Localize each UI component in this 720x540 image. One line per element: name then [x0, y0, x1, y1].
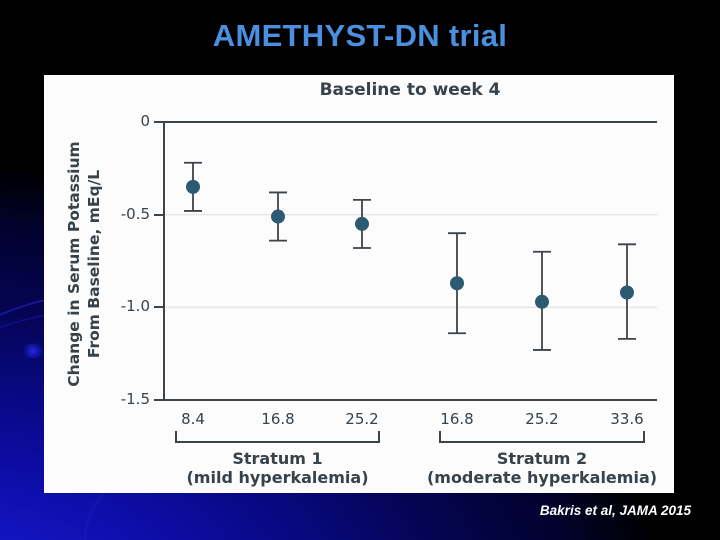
x-tick-label: 33.6 [610, 410, 644, 428]
slide-title: AMETHYST-DN trial [212, 18, 508, 53]
data-point [535, 294, 549, 309]
y-tick-mark [154, 399, 163, 401]
stratum-sublabel: (mild hyperkalemia) [186, 468, 369, 487]
stratum-bracket [175, 431, 380, 443]
y-tick-mark [154, 213, 163, 216]
x-tick-label: 16.8 [440, 410, 474, 428]
y-tick-label: 0 [140, 112, 150, 130]
plot-area [163, 121, 657, 401]
x-tick-label: 16.8 [261, 410, 295, 428]
stratum-sublabel: (moderate hyperkalemia) [426, 468, 658, 487]
data-point [271, 209, 285, 224]
data-point [450, 276, 464, 291]
data-point [355, 216, 369, 231]
stratum-label: Stratum 1 [232, 449, 323, 468]
background-highlight [20, 344, 46, 358]
x-tick-label: 25.2 [345, 410, 379, 428]
x-tick-label: 25.2 [525, 410, 559, 428]
stratum-bracket [439, 431, 645, 443]
y-tick-mark [154, 306, 163, 309]
x-tick-label: 8.4 [181, 410, 205, 428]
y-axis-label-line1: Change in Serum Potassium [65, 141, 83, 387]
plot-svg [163, 121, 657, 401]
stratum-label: Stratum 2 [496, 449, 588, 468]
chart-title: Baseline to week 4 [319, 80, 501, 100]
y-tick-label: -1.0 [120, 297, 150, 316]
citation: Bakris et al, JAMA 2015 [539, 503, 691, 518]
y-tick-label: -1.5 [120, 390, 150, 408]
y-tick-mark [154, 121, 163, 123]
y-axis-label: Change in Serum Potassium From Baseline,… [64, 114, 108, 414]
data-point [620, 285, 634, 300]
data-point [186, 179, 200, 194]
chart-panel: Baseline to week 4 Change in Serum Potas… [44, 75, 674, 493]
y-axis-label-line2: From Baseline, mEq/L [85, 169, 104, 359]
y-tick-label: -0.5 [120, 204, 150, 223]
